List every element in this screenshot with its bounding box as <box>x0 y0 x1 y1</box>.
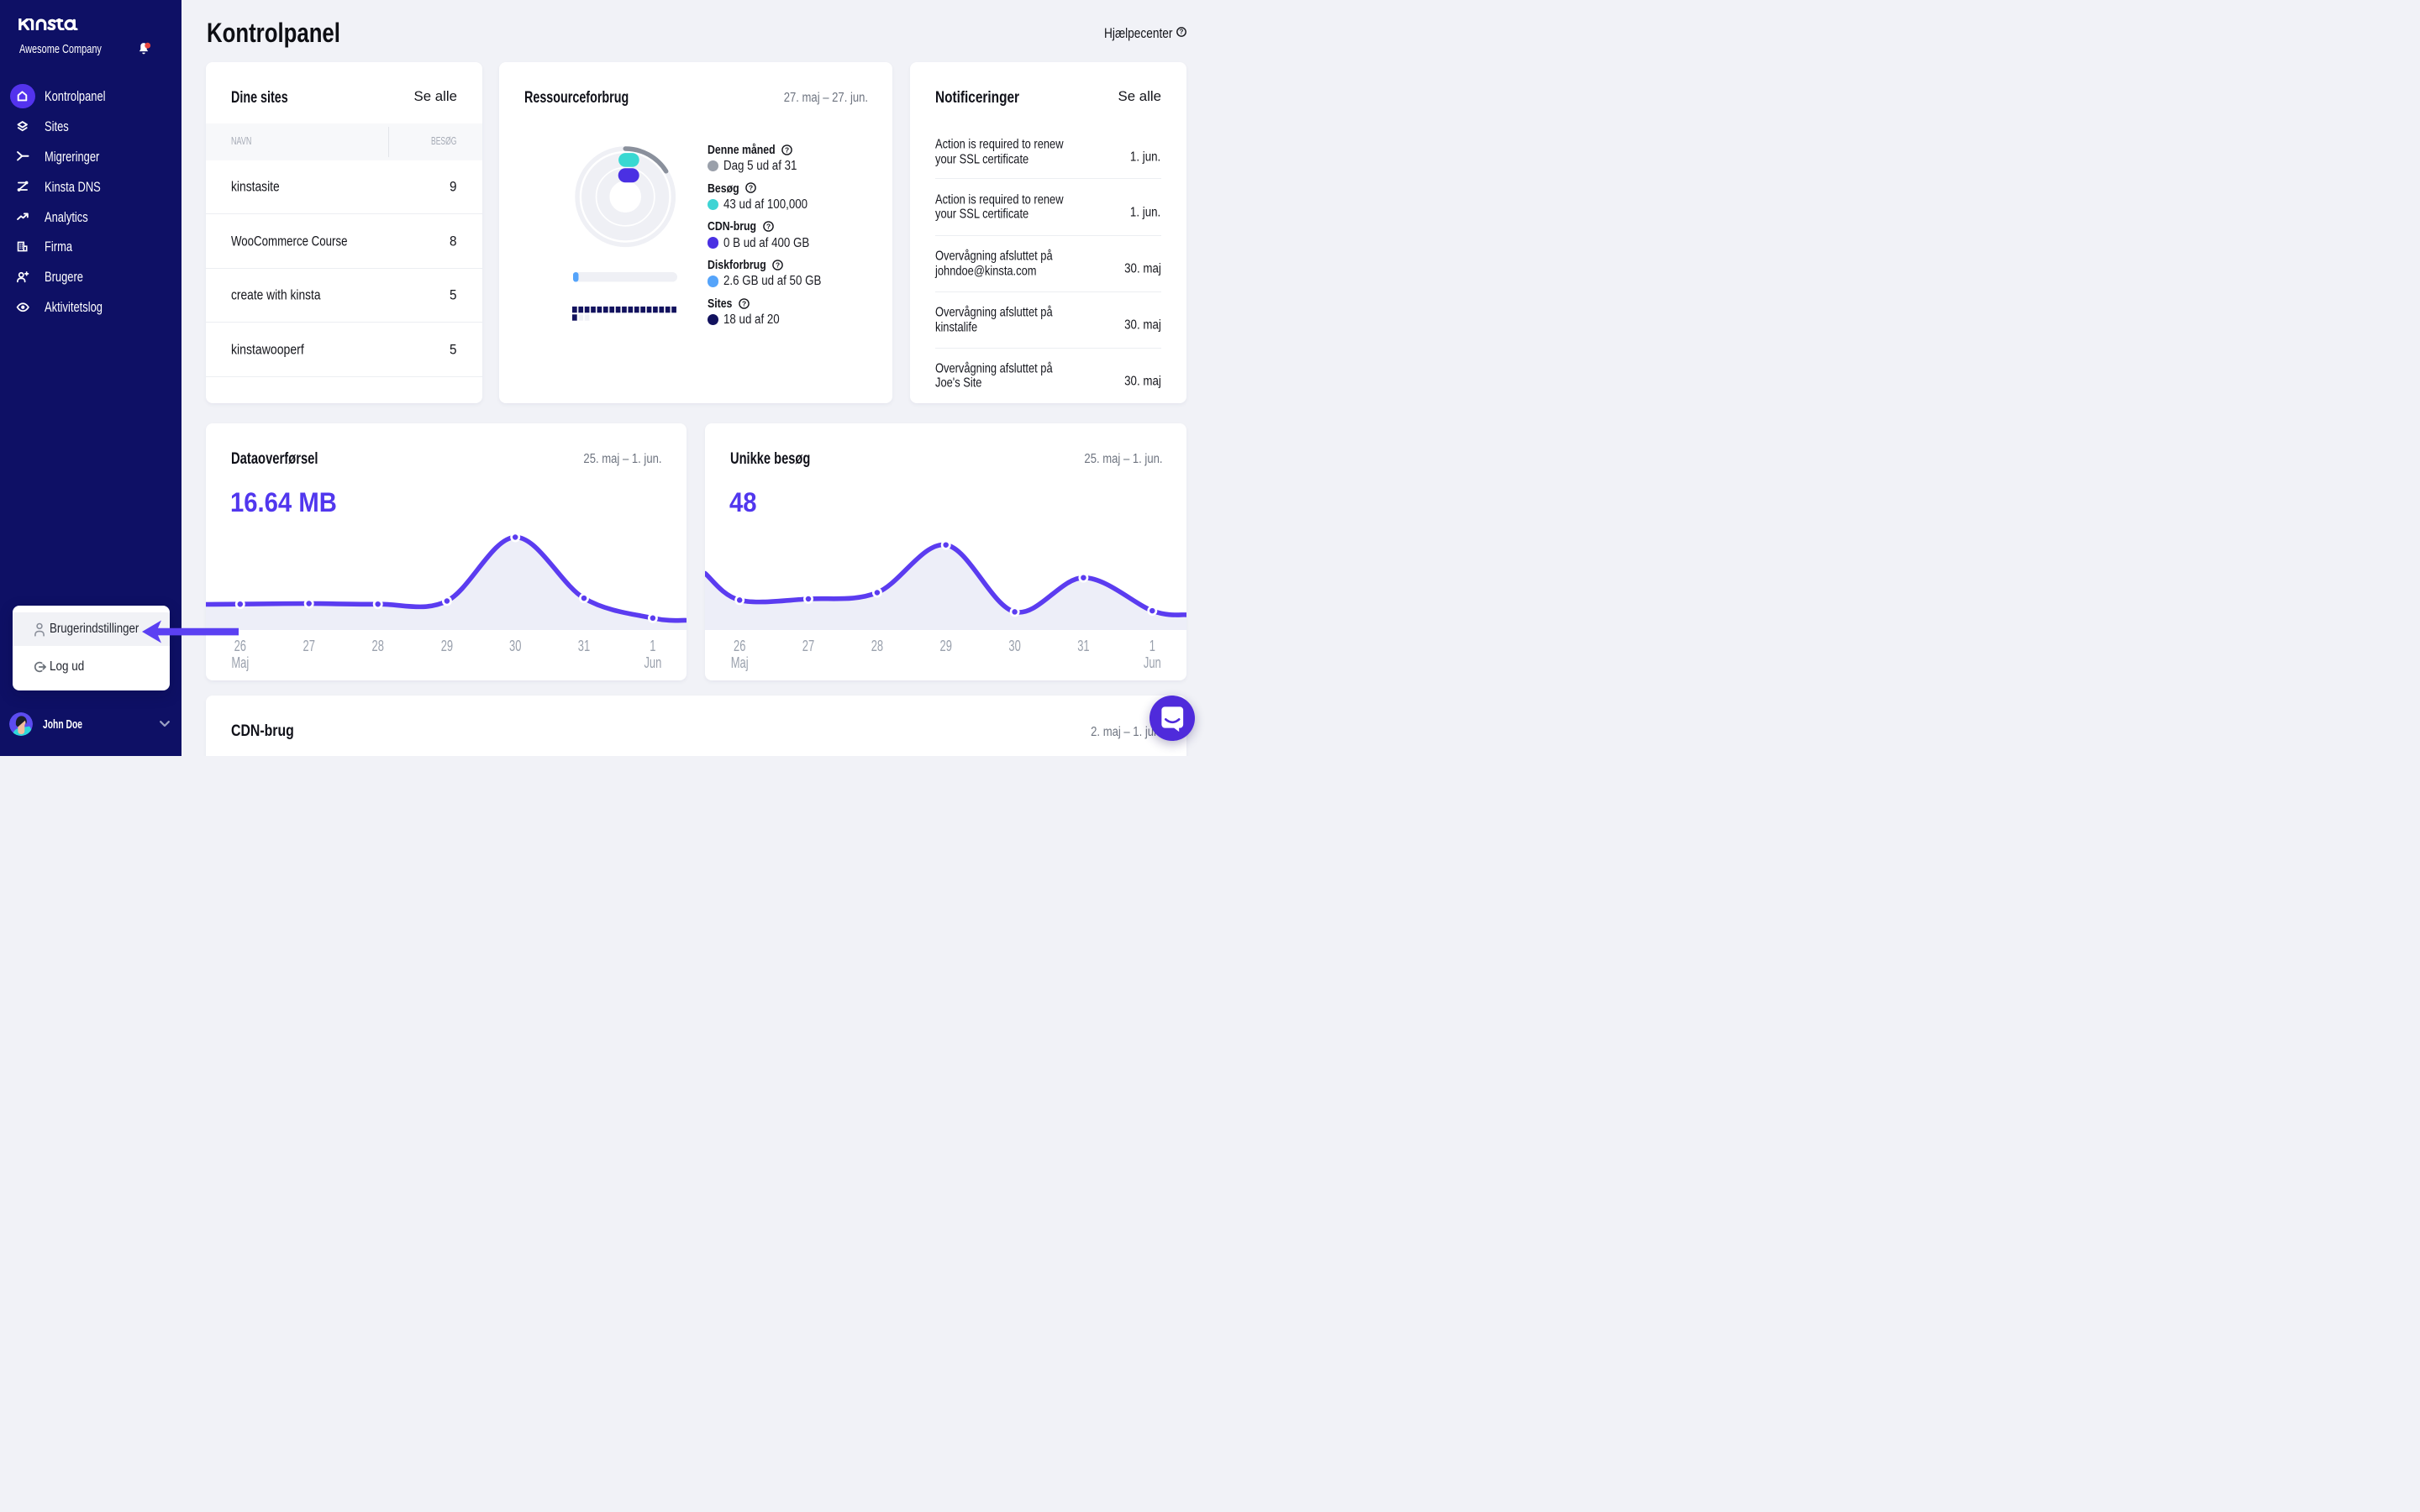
svg-text:1: 1 <box>1149 638 1155 654</box>
svg-text:29: 29 <box>440 638 452 654</box>
svg-text:?: ? <box>1179 29 1183 36</box>
svg-text:?: ? <box>785 145 789 154</box>
svg-text:28: 28 <box>371 638 383 654</box>
svg-text:Maj: Maj <box>730 654 748 671</box>
svg-text:27: 27 <box>302 638 314 654</box>
svg-text:28: 28 <box>871 638 882 654</box>
svg-text:Maj: Maj <box>231 654 249 671</box>
svg-text:29: 29 <box>939 638 951 654</box>
svg-text:?: ? <box>749 184 753 192</box>
svg-text:Jun: Jun <box>644 654 661 671</box>
svg-text:31: 31 <box>1077 638 1089 654</box>
svg-text:?: ? <box>776 260 780 269</box>
svg-text:Jun: Jun <box>1143 654 1160 671</box>
svg-text:26: 26 <box>734 638 745 654</box>
svg-text:?: ? <box>742 299 746 307</box>
svg-text:27: 27 <box>802 638 813 654</box>
svg-text:30: 30 <box>509 638 521 654</box>
svg-text:1: 1 <box>650 638 655 654</box>
svg-text:?: ? <box>766 222 771 230</box>
svg-text:26: 26 <box>234 638 245 654</box>
svg-text:31: 31 <box>577 638 589 654</box>
svg-text:30: 30 <box>1008 638 1020 654</box>
